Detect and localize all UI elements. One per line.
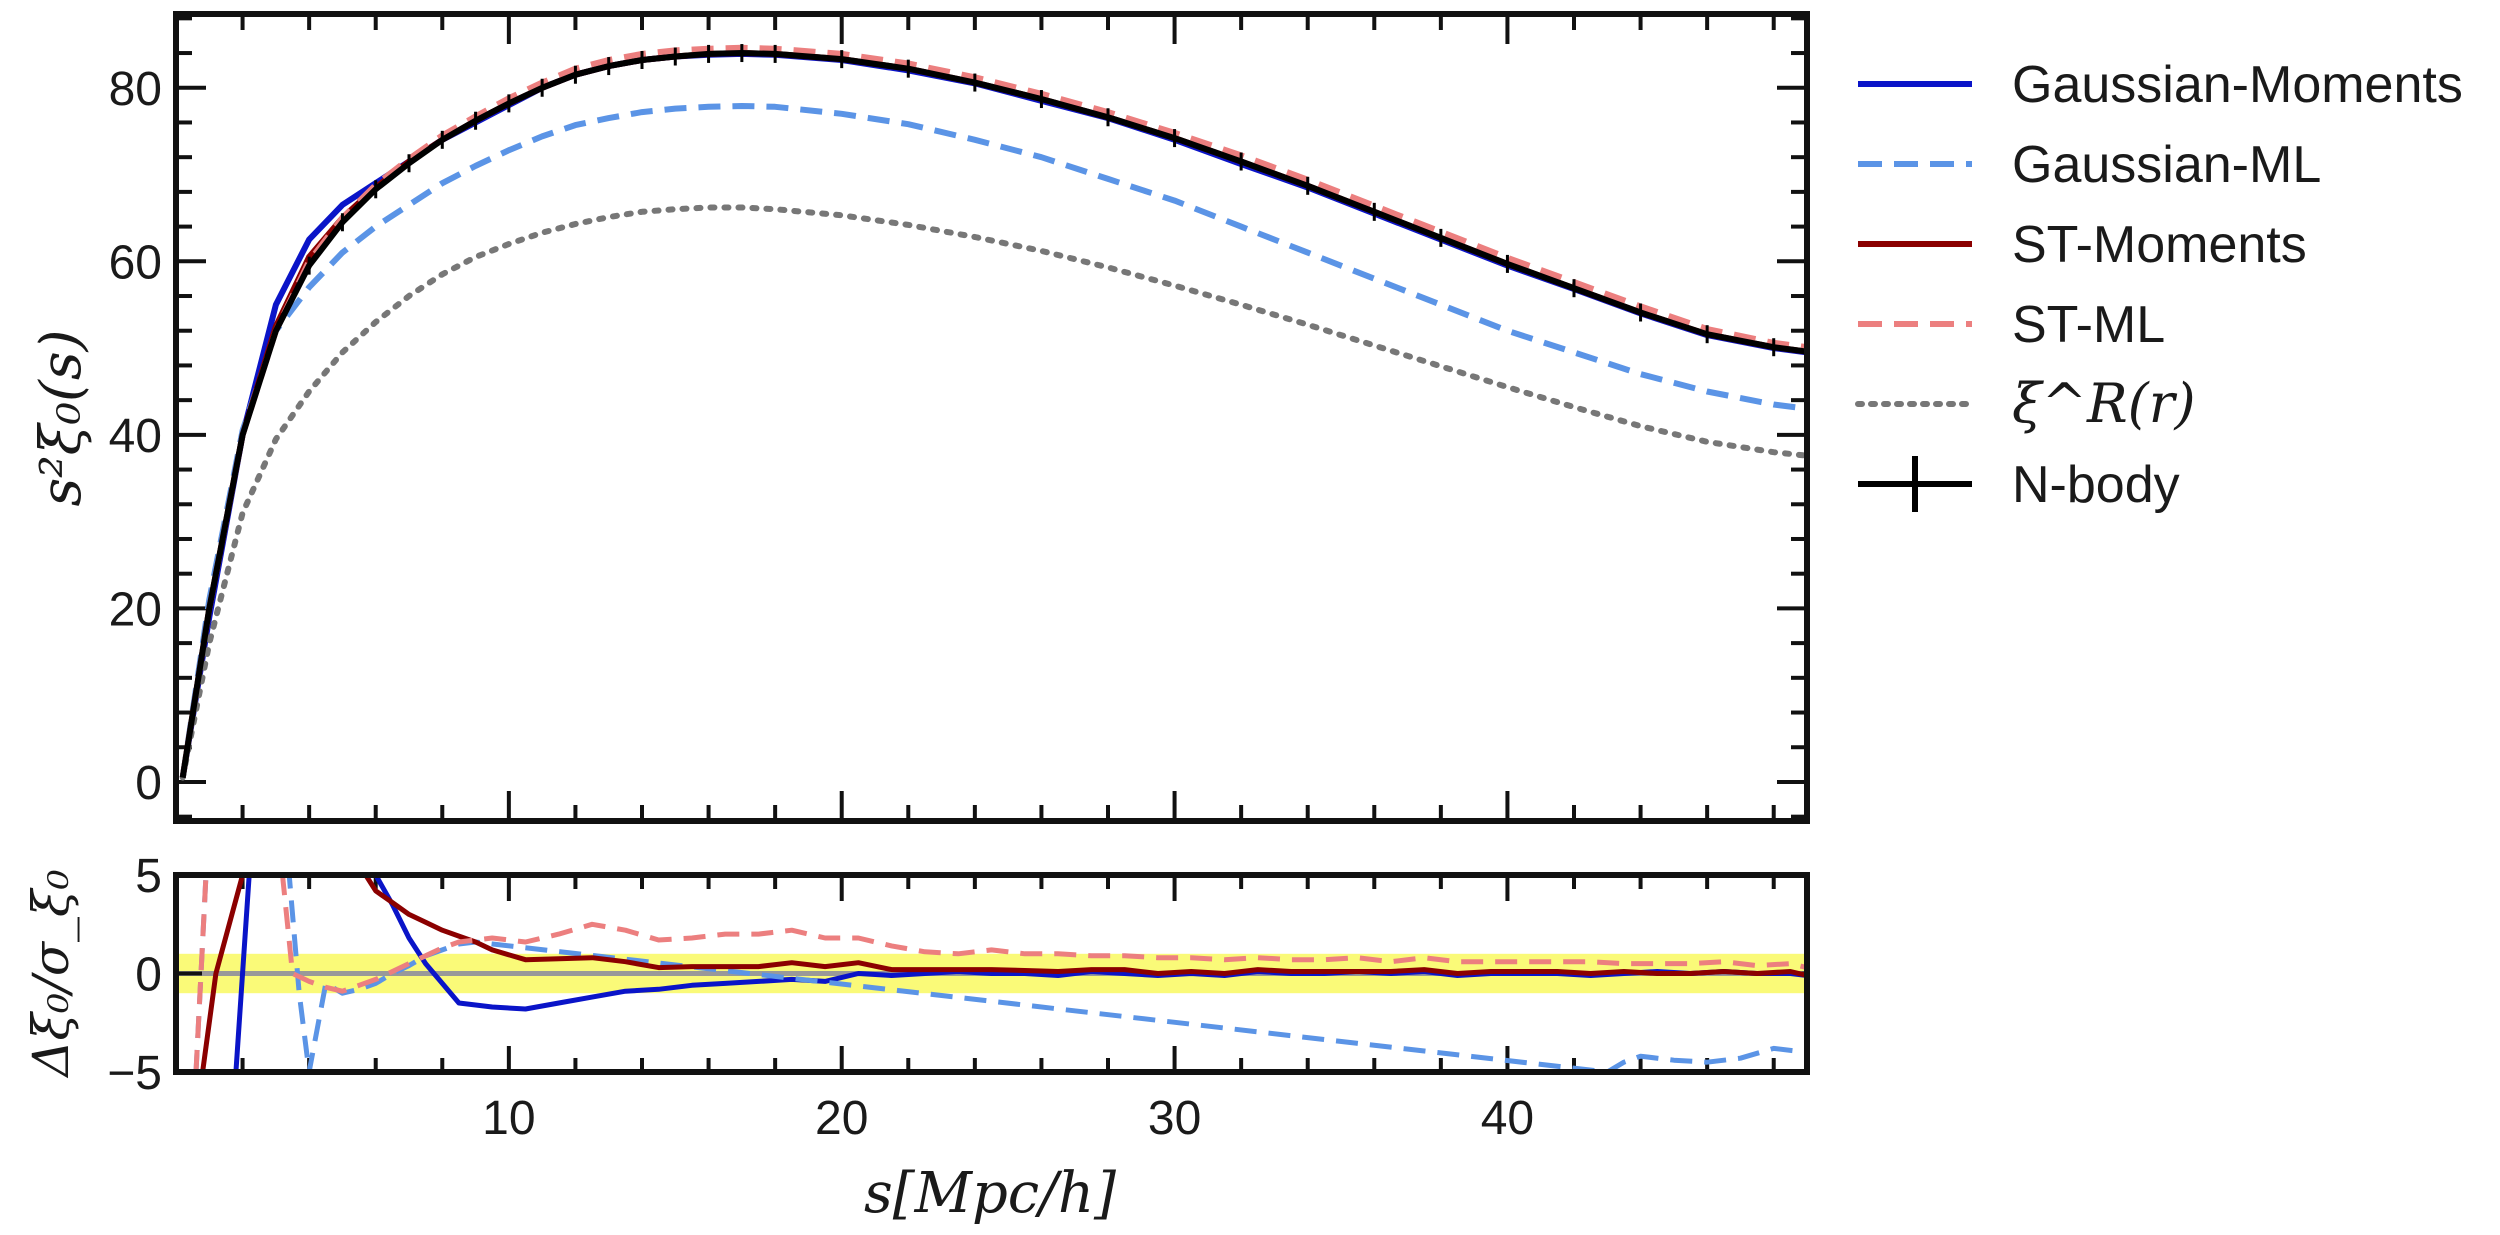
residual-xtick-labels: 10 20 30 40: [482, 1092, 1534, 1145]
main-y-tick-label: 40: [109, 410, 162, 463]
residual-ytick-labels: −5 0 5: [107, 850, 162, 1100]
residual-line-st-moments: [200, 875, 1807, 1072]
main-line-st-ml: [179, 44, 1807, 779]
residual-y-tick-label: 5: [135, 850, 162, 903]
main-y-tick-label: 20: [109, 583, 162, 636]
legend-label-st-ml: ST-ML: [2012, 296, 2165, 354]
residual-panel: −5 0 5 10 20 30 40 Δξ₀/σ_ξ₀ s[Mpc/h]: [22, 850, 1810, 1226]
main-line-gaussian-moments: [179, 50, 1807, 779]
main-panel: 0 20 40 60 80 s²ξ₀(s): [29, 11, 1810, 824]
x-tick-label: 40: [1481, 1092, 1534, 1145]
residual-y-tick-label: 0: [135, 949, 162, 1002]
legend-label-gaussian-moments: Gaussian-Moments: [2012, 56, 2463, 114]
main-y-tick-label: 80: [109, 63, 162, 116]
residual-y-axis-label: Δξ₀/σ_ξ₀: [22, 869, 80, 1078]
legend: Gaussian-Moments Gaussian-ML ST-Moments ST-…: [1855, 56, 2463, 514]
main-y-axis-label: s²ξ₀(s): [29, 330, 94, 507]
residual-plot-frame: [173, 872, 1810, 1075]
x-axis-label: s[Mpc/h]: [864, 1161, 1116, 1226]
residual-line-st-ml: [193, 875, 1807, 1072]
x-tick-label: 30: [1148, 1092, 1201, 1145]
main-line-st-moments: [179, 50, 1807, 779]
main-line-gaussian-ml: [179, 103, 1807, 779]
main-series: [179, 44, 1807, 781]
main-ticks: [176, 14, 1807, 821]
legend-label-r-r: ξ^R(r): [2012, 372, 2196, 435]
main-plot-frame: [173, 11, 1810, 824]
x-tick-label: 10: [482, 1092, 535, 1145]
main-ytick-labels: 0 20 40 60 80: [109, 63, 162, 810]
legend-label-st-moments: ST-Moments: [2012, 216, 2307, 274]
legend-label-n-body: N-body: [2012, 456, 2180, 514]
legend-label-gaussian-ml: Gaussian-ML: [2012, 136, 2321, 194]
main-line-n-body: [179, 50, 1807, 779]
residual-y-tick-label: −5: [107, 1047, 162, 1100]
main-y-tick-label: 0: [135, 757, 162, 810]
residual-series: [193, 875, 1807, 1072]
main-line-r-r: [179, 204, 1807, 781]
x-tick-label: 20: [815, 1092, 868, 1145]
residual-line-gaussian-ml: [193, 875, 1807, 1072]
main-y-tick-label: 60: [109, 236, 162, 289]
